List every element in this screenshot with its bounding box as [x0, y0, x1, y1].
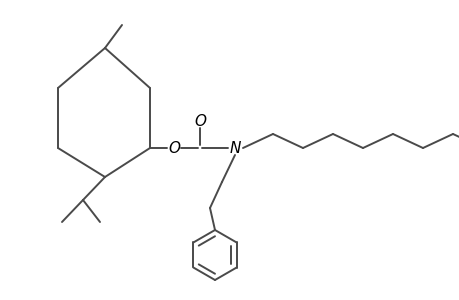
Text: O: O [194, 113, 206, 128]
Text: O: O [168, 140, 179, 155]
Text: N: N [229, 140, 240, 155]
